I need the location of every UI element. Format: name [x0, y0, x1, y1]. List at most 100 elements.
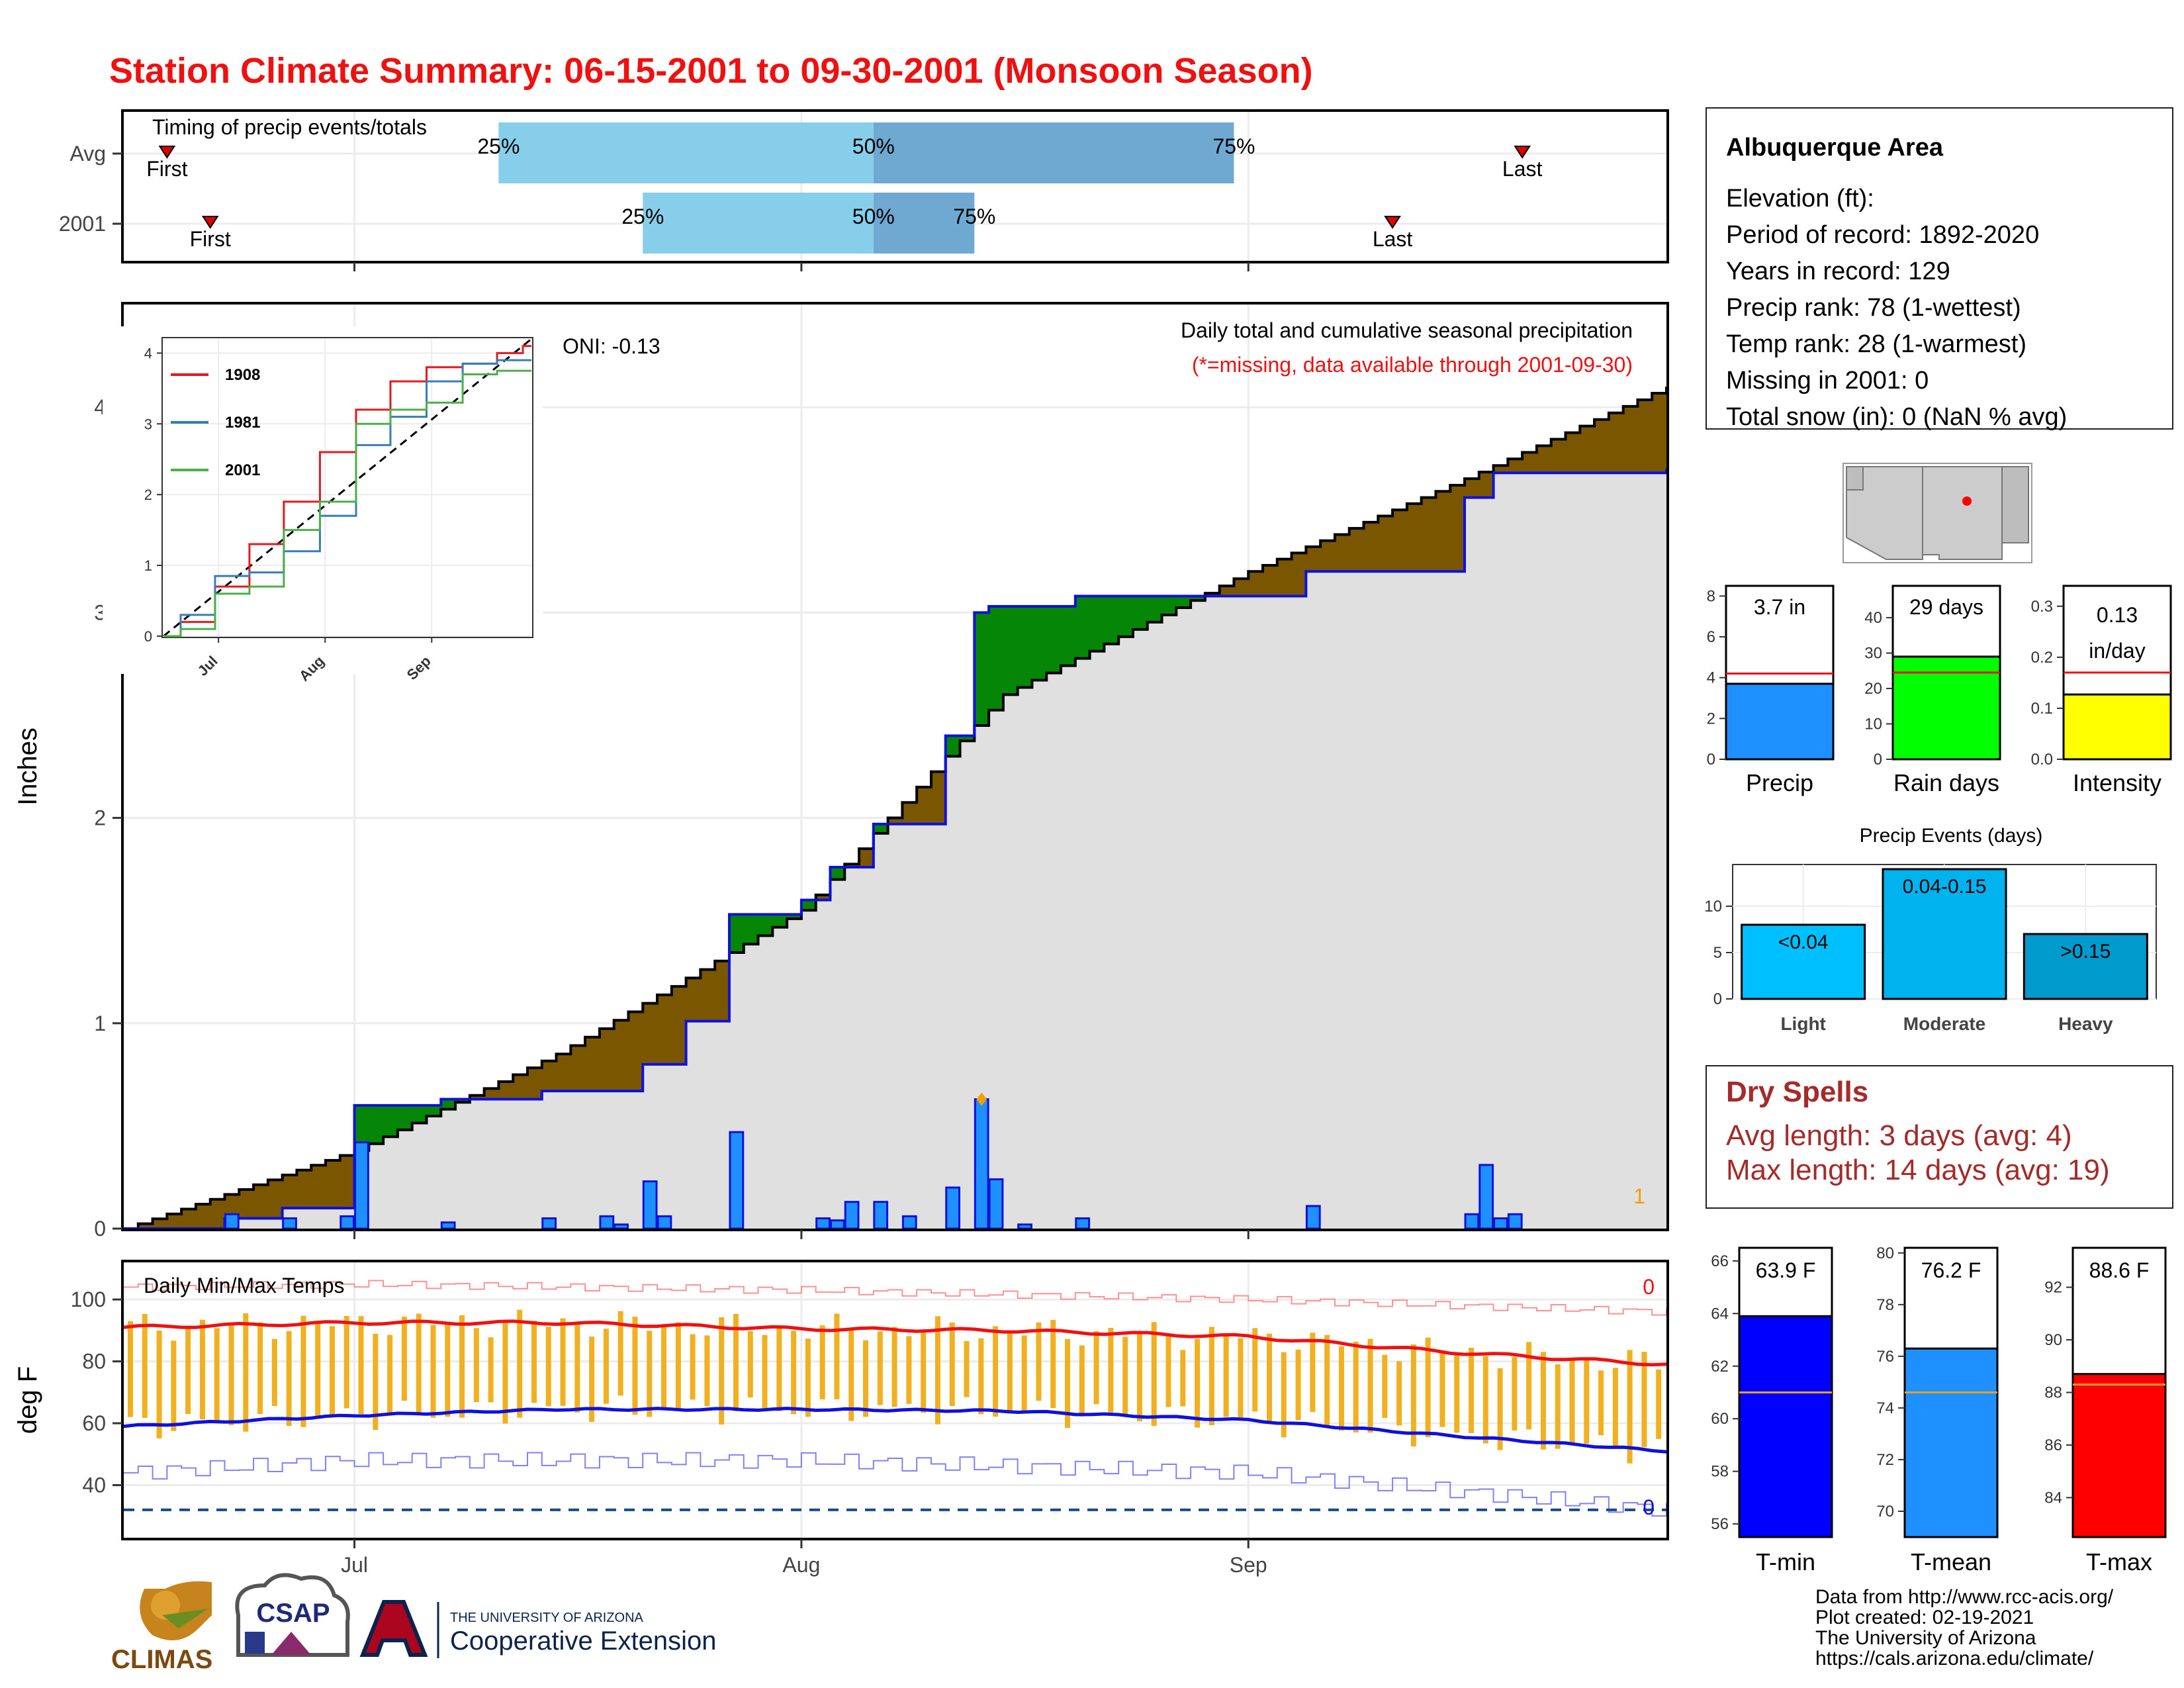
below-average-fill: [1465, 479, 1480, 498]
csap-cloud: [235, 1573, 350, 1657]
below-average-fill: [1637, 399, 1653, 473]
temp-ytick-label: 60: [82, 1411, 106, 1435]
temp-summary-value: 88.6 F: [2089, 1258, 2150, 1282]
daily-temp-bar: [128, 1321, 133, 1417]
dry-spells-avg: Avg length: 3 days (avg: 4): [1726, 1119, 2072, 1152]
daily-temp-bar: [733, 1313, 739, 1412]
below-average-fill: [1363, 522, 1379, 572]
temp-summary-ytick-label: 78: [1876, 1296, 1894, 1314]
below-average-fill: [267, 1180, 283, 1219]
precip-corner-count: 1: [1633, 1184, 1645, 1208]
daily-temp-bar: [473, 1328, 479, 1403]
map-state-new-mexico: [1922, 466, 2003, 560]
timing-label-50: 50%: [852, 205, 895, 228]
daily-precip-bar: [541, 1217, 557, 1230]
below-average-fill: [585, 1037, 600, 1092]
map-state-arizona: [1846, 466, 1923, 560]
temp-max-count: 0: [1643, 1275, 1655, 1299]
temp-summary-label: T-max: [2086, 1548, 2152, 1575]
summary-value: 0.13: [2097, 603, 2138, 627]
temp-summary-ytick-label: 64: [1711, 1305, 1729, 1323]
above-average-fill: [1075, 596, 1091, 659]
below-average-fill: [325, 1160, 341, 1208]
temp-xtick-label: Jul: [341, 1553, 368, 1577]
temp-summary-ytick-label: 84: [2044, 1489, 2062, 1507]
daily-temp-bar: [1108, 1327, 1114, 1413]
daily-temp-bar: [690, 1334, 696, 1400]
events-ytick-label: 5: [1713, 944, 1722, 962]
daily-precip-bar: [440, 1221, 456, 1230]
daily-precip-bar: [873, 1201, 889, 1230]
ua-small-text: THE UNIVERSITY OF ARIZONA: [450, 1611, 644, 1625]
summary-ytick-label: 0: [1707, 751, 1715, 769]
timing-last-marker: [1514, 146, 1531, 159]
csap-stripe: [245, 1632, 265, 1654]
events-bar: [1882, 868, 2007, 1000]
below-average-fill: [1522, 452, 1537, 473]
below-average-fill: [1205, 593, 1220, 596]
above-average-fill: [383, 1105, 398, 1137]
daily-temp-bar: [502, 1321, 508, 1424]
above-average-fill: [1161, 596, 1177, 615]
below-average-fill: [484, 1088, 500, 1100]
daily-temp-bar: [142, 1314, 148, 1418]
timing-label-75: 75%: [953, 205, 995, 228]
footer-line: The University of Arizona: [1815, 1627, 2036, 1649]
daily-temp-bar: [1050, 1320, 1056, 1409]
daily-temp-bar: [776, 1325, 782, 1411]
timing-first-marker: [201, 216, 219, 229]
below-average-fill: [1479, 472, 1494, 498]
below-average-fill: [700, 969, 715, 1021]
below-average-fill: [1652, 393, 1667, 473]
precip-panel: 0 1 2 3 4 Inches ONI: -0.13 Daily total and …: [13, 302, 1669, 1241]
below-average-fill: [1435, 491, 1451, 572]
record-max-line: [124, 1280, 1667, 1316]
temp-xtick-label: Sep: [1230, 1553, 1267, 1577]
events-bar-range: 0.04-0.15: [1903, 876, 1987, 898]
below-average-fill: [643, 1003, 658, 1064]
summary-ytick-label: 6: [1707, 628, 1715, 646]
daily-temp-bar: [574, 1323, 580, 1413]
daily-temp-bar: [1353, 1341, 1359, 1433]
precip-ylabel: Inches: [13, 727, 42, 806]
temp-summary-ytick-label: 56: [1711, 1515, 1729, 1533]
daily-temp-bar: [1036, 1322, 1042, 1401]
daily-temp-bar: [1454, 1355, 1460, 1433]
daily-temp-bar: [445, 1321, 451, 1417]
daily-temp-bar: [603, 1329, 609, 1404]
below-average-fill: [167, 1213, 182, 1229]
daily-temp-bar: [1439, 1351, 1445, 1427]
daily-temp-bar: [1223, 1335, 1229, 1417]
temp-summary-label: T-mean: [1911, 1548, 1991, 1575]
below-average-fill: [1536, 445, 1552, 473]
climas-bolt: [162, 1609, 208, 1628]
daily-temp-bar: [1641, 1352, 1647, 1448]
summary-bar: [2062, 693, 2172, 761]
daily-temp-bar: [315, 1320, 321, 1416]
temp-ylabel: deg F: [13, 1366, 42, 1434]
above-average-fill: [729, 914, 745, 953]
station-info-box: Albuquerque Area Elevation (ft): Period …: [1706, 107, 2173, 431]
daily-temp-bar: [1007, 1331, 1013, 1414]
temp-summary-value: 76.2 F: [1921, 1258, 1981, 1282]
below-average-fill: [715, 961, 730, 1021]
daily-temp-bar: [1555, 1364, 1561, 1449]
station-name: Albuquerque Area: [1726, 134, 1944, 162]
temp-title: Daily Min/Max Temps: [144, 1274, 344, 1297]
daily-temp-bar: [1093, 1331, 1099, 1405]
timing-bar-q50-q75: [873, 193, 975, 254]
below-average-fill: [1508, 459, 1523, 473]
summary-ytick-label: 8: [1707, 587, 1715, 605]
above-average-fill: [1104, 596, 1119, 644]
events-bar: [1741, 923, 1866, 1000]
daily-precip-bar: [1017, 1223, 1032, 1230]
above-average-fill: [1132, 596, 1148, 630]
temp-summary-ytick-label: 62: [1711, 1358, 1729, 1376]
footer-credits: Data from http://www.rcc-acis.org/ Plot …: [1815, 1586, 2114, 1669]
below-average-fill: [931, 771, 946, 824]
inset-ytick-label: 4: [144, 345, 152, 361]
daily-temp-bar: [257, 1322, 263, 1414]
timing-title: Timing of precip events/totals: [152, 115, 427, 139]
summary-ytick-label: 0.0: [2031, 751, 2053, 769]
precip-ytick-label: 1: [94, 1011, 106, 1035]
